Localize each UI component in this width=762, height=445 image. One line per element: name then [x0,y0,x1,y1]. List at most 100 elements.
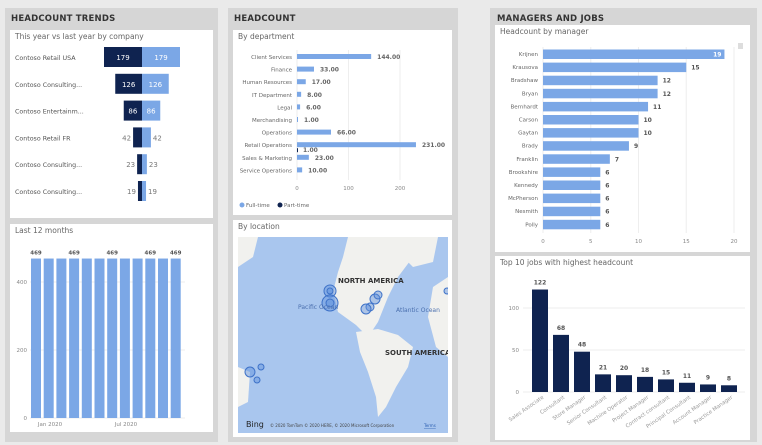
this-year-bar[interactable] [104,47,142,67]
last-year-bar[interactable] [142,181,147,201]
job-bar[interactable] [721,385,737,392]
last-year-bar[interactable] [142,100,161,121]
manager-card[interactable]: Headcount by manager 0 5 10 15 20 Krijnen 19 Kr… [495,25,750,252]
month-bar[interactable] [31,258,41,418]
job-bar[interactable] [553,334,569,392]
manager-bar[interactable] [543,180,601,191]
location-card[interactable]: By location NORTH AMERICA SOUTH AMERICA … [233,220,452,437]
manager-bar[interactable] [543,101,649,112]
manager-bar[interactable] [543,219,601,230]
month-bar[interactable] [56,258,67,418]
job-bar[interactable] [679,382,695,392]
manager-label: Krijnen [519,52,539,58]
manager-label: Brookshire [509,170,539,176]
company-label: Contoso Consulting... [15,189,82,196]
month-bar[interactable] [107,258,118,418]
jobs-card[interactable]: Top 10 jobs with highest headcount 0 50 10… [495,256,750,440]
x-tick: 100 [343,186,354,192]
full-time-bar[interactable] [297,91,302,97]
month-bar[interactable] [132,258,143,418]
full-time-bar[interactable] [297,104,301,110]
month-bar[interactable] [43,258,54,418]
job-label: Sales Associate [508,395,545,424]
last-year-bar[interactable] [142,154,147,175]
manager-bar[interactable] [543,88,658,99]
terms-link[interactable]: Terms [423,423,436,428]
manager-label: Brady [522,144,539,150]
value-label: 1.00 [303,147,318,154]
month-bar[interactable] [94,258,105,418]
x-tick: 5 [589,239,593,245]
month-bar[interactable] [158,258,168,418]
manager-bar[interactable] [543,62,687,73]
legend-full-time-dot [239,202,245,208]
value-label: 6 [605,183,609,190]
months-card[interactable]: Last 12 months 0 200 400 469 469 469 469 469 Jan… [10,224,213,432]
manager-bar[interactable] [543,154,610,164]
month-bar[interactable] [69,258,80,418]
department-card[interactable]: By department 0 100 200 Client Services 144.… [233,30,452,215]
full-time-bar[interactable] [297,66,314,72]
manager-bar[interactable] [543,128,639,138]
job-bar[interactable] [616,375,632,392]
manager-label: Carson [519,118,539,124]
company-label: Contoso Consulting... [15,162,82,169]
month-bar[interactable] [81,258,92,418]
y-tick: 50 [512,348,519,354]
manager-bar[interactable] [543,49,725,60]
value-label: 469 [170,251,182,257]
part-time-bar[interactable] [297,148,298,153]
last-year-bar[interactable] [142,73,169,94]
value-label: 68 [557,325,565,332]
this-year-bar[interactable] [137,181,142,201]
full-time-bar[interactable] [297,117,298,122]
x-tick: 200 [395,186,406,192]
month-bar[interactable] [170,258,181,418]
full-time-bar[interactable] [297,167,303,173]
job-bar[interactable] [700,384,716,392]
manager-bar[interactable] [543,115,639,125]
last-year-label: 126 [149,81,163,89]
job-bar[interactable] [658,379,674,392]
full-time-bar[interactable] [297,154,309,160]
manager-bar[interactable] [543,141,629,151]
last-year-bar[interactable] [142,127,151,148]
value-label: 7 [615,156,619,163]
month-bar[interactable] [119,258,130,418]
value-label: 8 [727,375,731,382]
manager-bar[interactable] [543,75,658,86]
manager-bar[interactable] [543,193,601,204]
this-year-bar[interactable] [115,73,142,94]
x-tick: 0 [541,239,545,245]
value-label: 6.00 [306,104,321,111]
last-year-bar[interactable] [142,47,180,67]
this-year-bar[interactable] [133,127,142,148]
department-label: IT Department [252,93,293,99]
manager-bar[interactable] [543,206,601,217]
value-label: 469 [30,251,42,257]
x-tick: 10 [635,239,642,245]
this-year-label: 126 [122,81,136,89]
job-bar[interactable] [595,374,611,392]
funnel-card[interactable]: This year vs last year by company Contos… [10,30,213,218]
full-time-bar[interactable] [297,54,372,59]
value-label: 10 [644,117,652,124]
full-time-bar[interactable] [297,129,331,135]
funnel-chart: Contoso Retail USA 179 179 Contoso Consulti… [15,47,180,201]
month-bar[interactable] [145,258,156,418]
department-label: Merchandising [252,118,292,124]
full-time-bar[interactable] [297,142,416,148]
y-tick: 100 [509,306,520,312]
this-year-bar[interactable] [123,100,142,121]
department-chart: 0 100 200 Client Services 144.00 Finance 33.00… [239,50,445,209]
full-time-bar[interactable] [297,79,306,85]
location-map[interactable]: NORTH AMERICA SOUTH AMERICA Pacific Ocea… [238,237,448,433]
job-bar[interactable] [574,351,590,392]
job-bar[interactable] [637,376,653,392]
job-bar[interactable] [532,289,548,392]
scrollbar[interactable] [738,43,743,49]
manager-bar[interactable] [543,167,601,177]
value-label: 15 [662,369,670,376]
manager-label: Kennedy [514,183,539,189]
this-year-bar[interactable] [137,154,142,175]
